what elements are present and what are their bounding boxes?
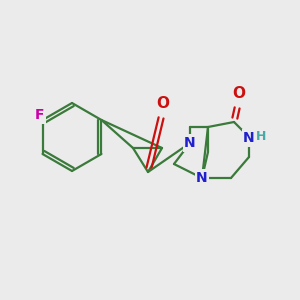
Text: O: O (157, 97, 169, 112)
Text: H: H (256, 130, 266, 143)
Text: N: N (243, 131, 255, 145)
Text: F: F (35, 108, 44, 122)
Text: N: N (184, 136, 196, 150)
Text: N: N (196, 171, 208, 185)
Text: O: O (232, 86, 245, 101)
